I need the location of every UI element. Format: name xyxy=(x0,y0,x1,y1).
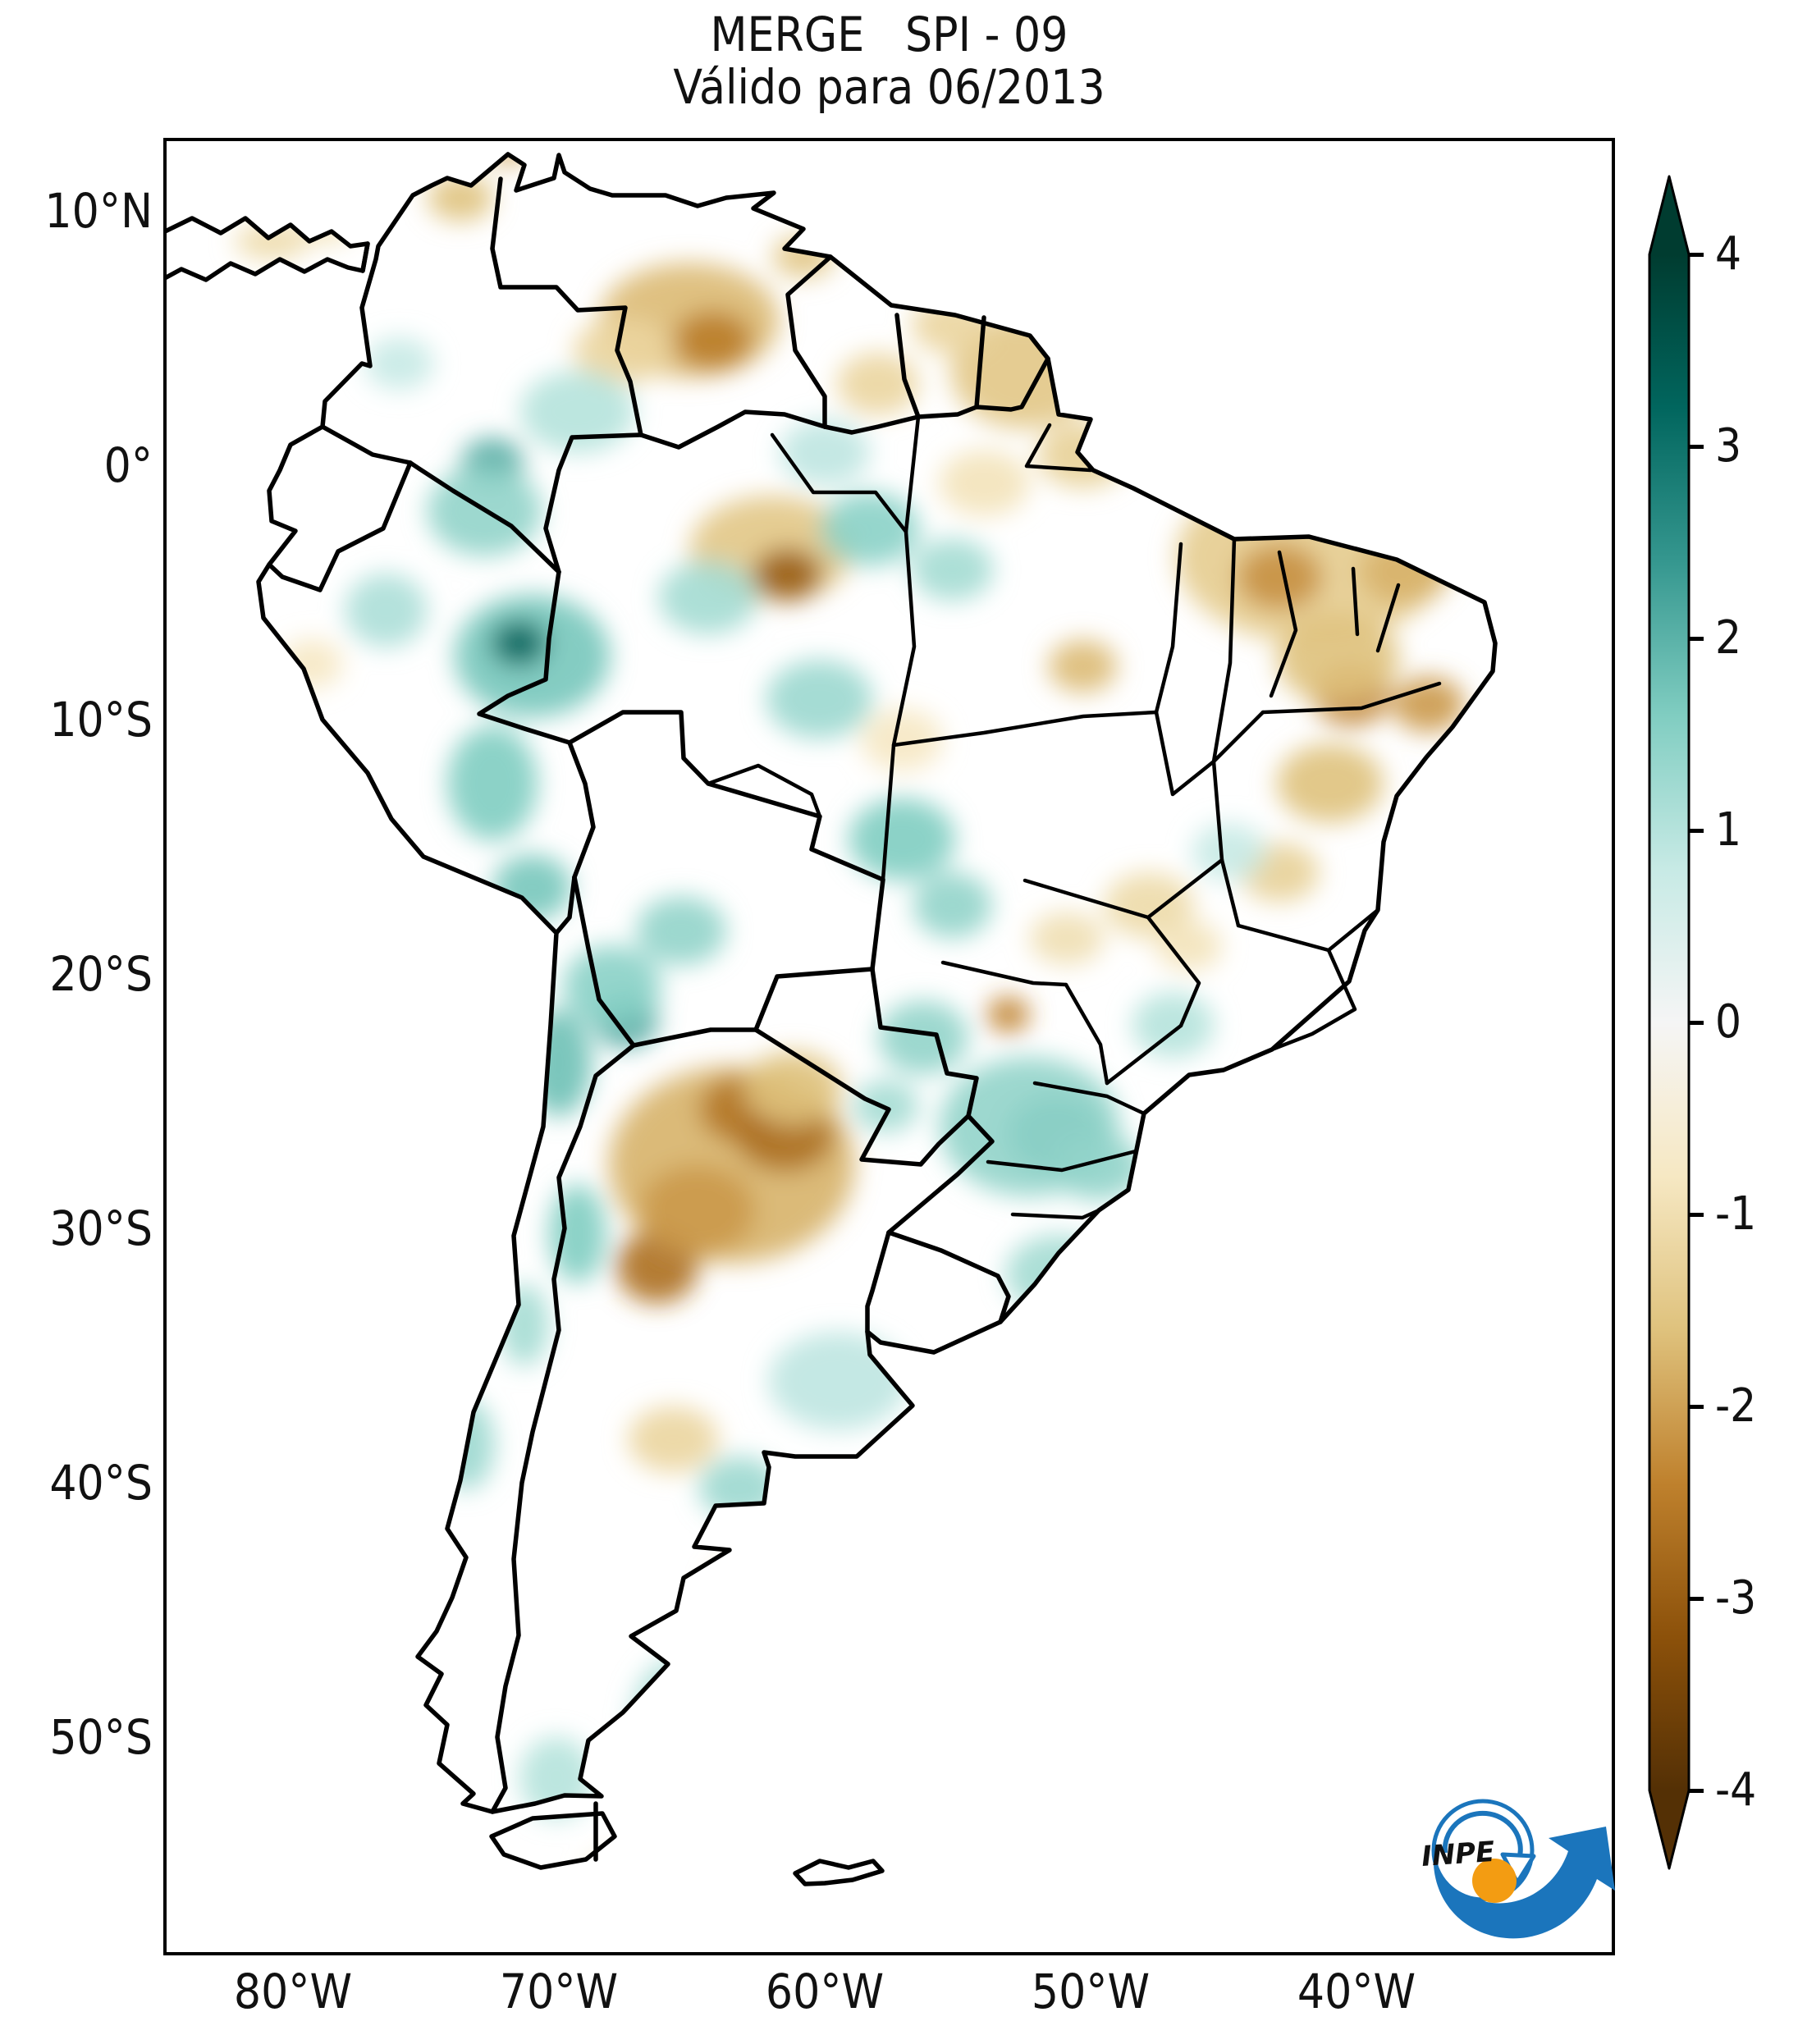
spi-anomaly-blob xyxy=(562,945,661,1028)
colorbar-tick-label: 3 xyxy=(1715,419,1742,473)
spi-anomaly-blob xyxy=(1104,872,1195,939)
spi-anomaly-blob xyxy=(743,1051,843,1126)
spi-anomaly-blob xyxy=(491,620,547,666)
lon-tick-label: 70°W xyxy=(500,1964,619,2019)
inpe-logo-orange-ball-icon xyxy=(1472,1859,1517,1903)
spi-anomaly-blob xyxy=(573,318,672,384)
colorbar-tick-mark xyxy=(1689,253,1704,257)
spi-anomaly-blob xyxy=(753,548,822,601)
title-block: MERGE SPI - 09 Válido para 06/2013 xyxy=(163,8,1615,113)
spi-anomaly-blob xyxy=(849,798,956,880)
colorbar-tick-label: 0 xyxy=(1715,995,1742,1049)
spi-anomaly-blob xyxy=(1048,639,1118,693)
spi-anomaly-blob xyxy=(939,450,1030,516)
spi-anomaly-blob xyxy=(674,311,753,371)
colorbar-tick-mark xyxy=(1689,1021,1704,1025)
colorbar-tick-label: -4 xyxy=(1715,1763,1757,1817)
spi-anomaly-blob xyxy=(821,492,920,566)
colorbar-tick-label: 4 xyxy=(1715,227,1742,281)
spi-anomaly-blob xyxy=(1156,921,1222,971)
lat-tick-label: 40°S xyxy=(49,1454,153,1511)
colorbar-tick-mark xyxy=(1689,637,1704,641)
colorbar-tick-mark xyxy=(1689,445,1704,449)
colorbar-gradient xyxy=(1648,175,1690,1870)
spi-anomaly-blob xyxy=(1392,676,1465,733)
lat-tick-label: 0° xyxy=(103,437,153,493)
colorbar-tick-label: -1 xyxy=(1715,1187,1757,1241)
colorbar-tick-label: 1 xyxy=(1715,803,1742,857)
colorbar-tick-mark xyxy=(1689,1789,1704,1793)
colorbar-tick-label: -3 xyxy=(1715,1571,1757,1625)
spi-anomaly-blob xyxy=(766,660,873,739)
spi-anomaly-blob xyxy=(447,725,538,841)
lon-tick-label: 50°W xyxy=(1032,1964,1151,2019)
spi-anomaly-blob xyxy=(913,872,992,939)
spi-anomaly-blob xyxy=(1192,823,1266,881)
spi-anomaly-blob xyxy=(1053,1134,1144,1200)
lat-tick-label: 50°S xyxy=(49,1708,153,1765)
colorbar-tick-mark xyxy=(1689,1597,1704,1601)
map-canvas: INPE xyxy=(163,138,1615,1955)
spi-anomaly-blob xyxy=(1132,992,1215,1058)
spi-anomaly-blob xyxy=(636,896,727,966)
lon-tick-label: 60°W xyxy=(766,1964,885,2019)
spi-anomaly-blob xyxy=(1030,912,1104,965)
state-borders xyxy=(706,414,1442,1220)
spi-anomaly-blob xyxy=(639,1165,755,1256)
spi-anomaly-blob xyxy=(878,1000,968,1075)
spi-anomaly-blob xyxy=(519,370,635,453)
inpe-logo-text: INPE xyxy=(1421,1836,1496,1873)
inpe-logo-swoosh-arrow-icon xyxy=(1434,1827,1615,1939)
spi-anomaly-blob xyxy=(345,573,428,647)
lat-tick-label: 20°S xyxy=(49,945,153,1002)
spi-anomaly-blob xyxy=(1237,544,1323,610)
inpe-logo: INPE xyxy=(1421,1799,1615,1939)
inpe-logo-spiral-icon xyxy=(1442,1810,1523,1860)
spi-anomaly-blob xyxy=(428,175,494,222)
colorbar-tick-mark xyxy=(1689,1405,1704,1409)
spi-anomaly-blob xyxy=(1276,743,1384,823)
chart-title: MERGE SPI - 09 xyxy=(710,7,1068,62)
colorbar-tick-mark xyxy=(1689,829,1704,833)
spi-anomaly-blob xyxy=(986,996,1030,1033)
spi-anomaly-blob xyxy=(836,352,919,415)
spi-anomaly-blob xyxy=(628,1406,719,1473)
lat-tick-label: 30°S xyxy=(49,1200,153,1256)
colorbar xyxy=(1648,175,1690,1870)
map-frame xyxy=(163,138,1615,1955)
spi-anomaly-blob xyxy=(364,337,434,390)
spi-anomaly-blob xyxy=(911,538,994,601)
colorbar-tick-label: -2 xyxy=(1715,1379,1757,1433)
spi-anomaly-blob xyxy=(658,560,757,635)
lon-tick-label: 80°W xyxy=(234,1964,353,2019)
lat-tick-label: 10°N xyxy=(44,182,153,239)
spi-anomaly-blob xyxy=(1276,613,1400,704)
colorbar-tick-mark xyxy=(1689,1213,1704,1217)
spi-anomaly-blob xyxy=(235,223,309,260)
lat-tick-label: 10°S xyxy=(49,691,153,748)
country-borders xyxy=(267,176,1050,1862)
spi-anomaly-blob xyxy=(861,708,944,771)
chart-subtitle: Válido para 06/2013 xyxy=(673,59,1105,115)
spi-anomaly-blob xyxy=(780,419,871,486)
lon-tick-label: 40°W xyxy=(1297,1964,1416,2019)
colorbar-tick-label: 2 xyxy=(1715,611,1742,665)
